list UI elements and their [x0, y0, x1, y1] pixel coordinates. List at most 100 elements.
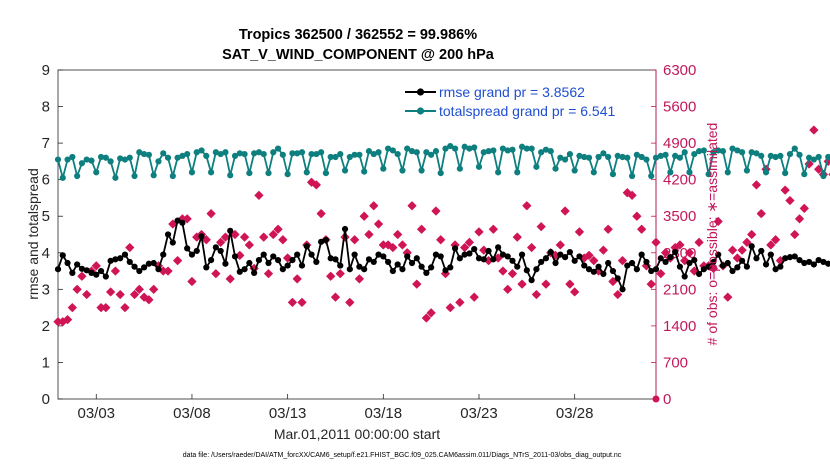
obs-assimilated-point [723, 292, 733, 302]
totalspread-point [691, 150, 698, 158]
rmse-point [356, 263, 363, 270]
rmse-point [700, 266, 707, 273]
totalspread-point [198, 147, 205, 154]
totalspread-point [337, 150, 344, 158]
legend: rmse grand pr = 3.8562 totalspread grand… [405, 84, 616, 119]
obs-assimilated-point [77, 271, 87, 281]
rmse-point [772, 266, 779, 273]
totalspread-point [212, 149, 219, 156]
totalspread-point [255, 149, 263, 156]
totalspread-point [715, 147, 722, 154]
obs-assimilated-point [799, 203, 809, 214]
totalspread-series [54, 142, 830, 181]
obs-assimilated-point [541, 279, 551, 289]
obs-assimilated-point [512, 232, 522, 242]
totalspread-point [782, 169, 789, 177]
rmse-point [801, 259, 808, 267]
totalspread-point [576, 152, 583, 160]
totalspread-point [705, 171, 712, 178]
obs-assimilated-point [527, 242, 537, 253]
rmse-point [758, 247, 765, 255]
rmse-point [514, 263, 521, 270]
rmse-point [528, 277, 535, 284]
rmse-point [69, 269, 76, 276]
totalspread-point [595, 153, 602, 161]
totalspread-point [332, 153, 339, 161]
totalspread-point [767, 152, 774, 160]
obs-assimilated-point [474, 227, 484, 237]
totalspread-point [562, 156, 569, 163]
totalspread-point [643, 156, 650, 163]
totalspread-point [748, 149, 755, 156]
rmse-point [691, 256, 698, 264]
chart-subtitle: SAT_V_WIND_COMPONENT @ 200 hPa [222, 47, 495, 63]
obs-assimilated-point [182, 214, 192, 224]
obs-assimilated-point [584, 250, 594, 261]
totalspread-point [188, 169, 196, 176]
obs-assimilated-point [613, 289, 623, 300]
rmse-point [88, 269, 95, 276]
rmse-point [78, 265, 86, 272]
totalspread-point [141, 150, 148, 158]
rmse-point [246, 259, 253, 267]
rmse-point [538, 258, 545, 266]
totalspread-point [490, 147, 497, 154]
obs-assimilated-point [163, 266, 173, 276]
rmse-point [695, 270, 703, 278]
rmse-point [188, 251, 196, 258]
obs-assimilated-point [436, 235, 446, 245]
obs-assimilated-point [603, 224, 613, 234]
totalspread-point [241, 150, 248, 158]
rmse-point [672, 248, 679, 256]
rmse-point [389, 267, 396, 275]
totalspread-point [667, 169, 674, 176]
rmse-point [518, 251, 526, 258]
rmse-point [193, 247, 200, 255]
y2-tick-label: 3500 [663, 208, 696, 225]
totalspread-point [499, 145, 507, 152]
rmse-point [365, 256, 373, 263]
totalspread-point [657, 152, 664, 160]
obs-assimilated-point [780, 185, 790, 195]
totalspread-point [394, 150, 401, 158]
rmse-point [739, 257, 746, 264]
obs-assimilated-point [488, 224, 498, 234]
totalspread-point [557, 154, 564, 161]
legend-spread-label: totalspread grand pr = 6.541 [439, 103, 616, 119]
obs-assimilated-point [67, 302, 77, 313]
rmse-point [346, 266, 353, 273]
obs-assimilated-point [225, 274, 235, 284]
obs-assimilated-point [259, 232, 269, 242]
legend-spread-marker [416, 107, 425, 115]
rmse-point [169, 239, 176, 246]
totalspread-point [485, 148, 492, 155]
totalspread-point [294, 150, 301, 157]
rmse-point [184, 245, 191, 252]
x-axis: 03/03 03/08 03/13 03/18 03/23 03/28 [77, 394, 593, 422]
rmse-point [480, 256, 487, 263]
totalspread-point [346, 153, 353, 161]
totalspread-point [662, 151, 669, 158]
rmse-point [260, 251, 267, 258]
obs-assimilated-point [287, 297, 298, 308]
rmse-point [408, 259, 416, 267]
obs-assimilated-point [646, 279, 656, 289]
obs-assimilated-point [393, 229, 403, 240]
rmse-point [279, 266, 286, 273]
totalspread-point [164, 154, 172, 161]
rmse-point [375, 251, 382, 258]
obs-assimilated-point [278, 235, 288, 245]
totalspread-point [270, 149, 277, 156]
totalspread-point [542, 146, 550, 153]
rmse-point [810, 261, 817, 268]
rmse-point [404, 253, 411, 260]
totalspread-point [54, 156, 62, 163]
x-tick-label: 03/13 [269, 405, 307, 422]
obs-assimilated-point [727, 245, 738, 255]
totalspread-point [365, 148, 373, 155]
totalspread-point [638, 153, 645, 161]
totalspread-point [518, 143, 526, 150]
y2-tick-label: 2100 [663, 281, 696, 298]
rmse-point [662, 258, 669, 266]
totalspread-point [619, 153, 626, 161]
